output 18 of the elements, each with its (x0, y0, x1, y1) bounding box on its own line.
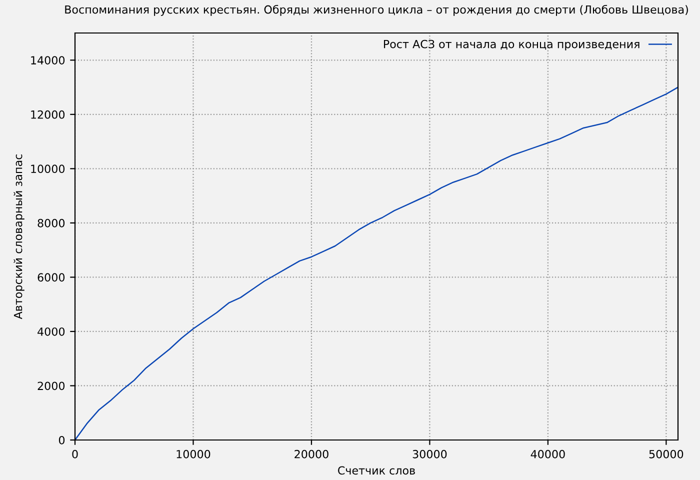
y-tick-label: 0 (58, 436, 65, 444)
legend-label: Рост АСЗ от начала до конца произведения (384, 40, 640, 50)
x-tick-label: 50000 (649, 450, 684, 458)
y-tick-label: 4000 (38, 327, 65, 336)
y-tick-label: 10000 (31, 164, 65, 174)
x-tick-label: 10000 (176, 450, 210, 458)
y-tick-label: 14000 (31, 56, 65, 65)
y-tick-label: 6000 (38, 273, 65, 282)
chart-title: Воспоминания русских крестьян. Обряды жизненного цикла – от рождения до смерти (Любовь Швецова) (65, 4, 688, 16)
x-tick-label: 20000 (294, 450, 328, 458)
x-tick-label: 40000 (530, 450, 565, 458)
y-tick-label: 2000 (38, 382, 65, 390)
x-tick-label: 0 (72, 450, 78, 458)
x-tick-label: 30000 (412, 450, 447, 458)
y-tick-label: 8000 (38, 218, 65, 228)
x-axis-title: Счетчик слов (338, 466, 415, 475)
y-axis-title: Авторский словарный запас (14, 154, 24, 320)
y-tick-label: 12000 (31, 110, 65, 119)
